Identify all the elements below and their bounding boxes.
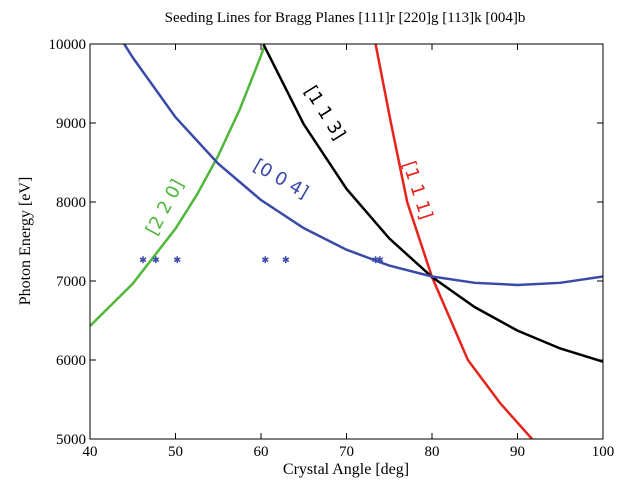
marker [152,256,160,264]
y-tick-label: 6000 [56,353,86,369]
plot-frame [89,43,604,440]
marker [261,256,269,264]
x-tick-label: 60 [254,444,269,460]
marker-stroke [152,257,160,263]
series-line [374,44,533,439]
series-line [123,44,603,287]
marker [282,256,290,264]
marker-stroke [261,257,269,263]
marker [139,256,147,264]
marker-stroke [282,257,290,263]
x-tick-label: 90 [510,444,525,460]
series-label: [1 1 3] [300,82,350,144]
y-axis-label: Photon Energy [eV] [17,177,34,306]
series-label: [2 2 0] [142,176,189,239]
marker-stroke [376,257,384,263]
y-tick-label: 8000 [56,195,86,211]
y-tick-label: 5000 [56,432,86,448]
y-tick-label: 9000 [56,116,86,132]
x-axis-label: Crystal Angle [deg] [283,461,409,478]
series-line [90,45,266,327]
marker [376,256,384,264]
x-tick-label: 70 [339,444,354,460]
y-tick-label: 10000 [49,37,87,53]
x-tick-label: 100 [592,444,615,460]
x-tick-label: 40 [83,444,98,460]
marker [173,256,181,264]
x-tick-label: 50 [168,444,183,460]
plot-area [90,44,603,439]
marker-stroke [139,257,147,263]
y-tick-label: 7000 [56,274,86,290]
series-label: [0 0 4] [250,155,312,203]
marker-stroke [173,257,181,263]
x-tick-label: 80 [425,444,440,460]
chart-title: Seeding Lines for Bragg Planes [111]r [2… [165,10,526,26]
